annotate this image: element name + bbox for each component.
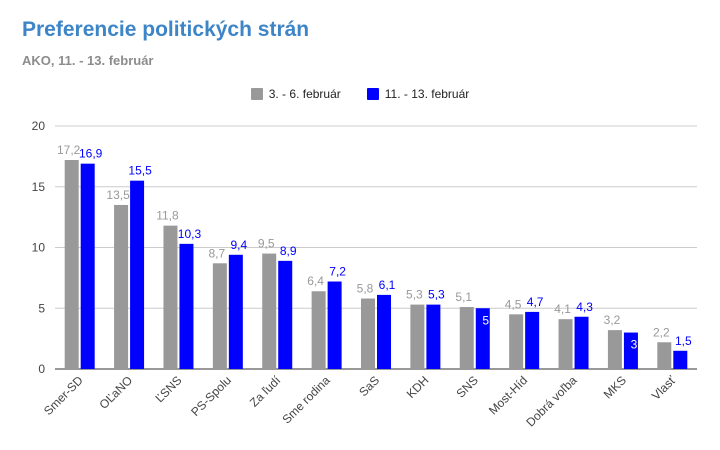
data-label-series-2: 16,9 bbox=[79, 147, 103, 161]
x-tick-label: Za ľudí bbox=[247, 373, 284, 410]
bar-1 bbox=[114, 204, 129, 369]
x-tick-label: PS-Spolu bbox=[188, 373, 234, 419]
bar-1 bbox=[459, 307, 474, 369]
data-label-series-1: 8,7 bbox=[209, 246, 226, 260]
x-tick-label: ĽSNS bbox=[153, 373, 185, 405]
data-label-series-2: 3 bbox=[631, 338, 638, 352]
data-label-series-2: 10,3 bbox=[178, 227, 202, 241]
bar-2 bbox=[525, 311, 540, 369]
bar-1 bbox=[311, 291, 326, 369]
data-label-series-1: 6,4 bbox=[307, 274, 324, 288]
y-tick-label: 5 bbox=[38, 301, 45, 315]
x-tick-label: SaS bbox=[356, 373, 382, 399]
bar-2 bbox=[228, 254, 243, 369]
data-label-series-2: 6,1 bbox=[379, 278, 396, 292]
legend-item-series-2: 11. - 13. február bbox=[366, 87, 470, 101]
data-label-series-1: 17,2 bbox=[57, 143, 81, 157]
x-tick-label: KDH bbox=[404, 373, 432, 401]
y-tick-label: 10 bbox=[32, 241, 46, 255]
data-label-series-2: 1,5 bbox=[675, 334, 692, 348]
bar-2 bbox=[179, 243, 194, 369]
bar-2 bbox=[623, 332, 638, 369]
data-label-series-2: 7,2 bbox=[329, 265, 346, 279]
bar-1 bbox=[607, 330, 622, 369]
data-label-series-1: 3,2 bbox=[604, 313, 621, 327]
bar-1 bbox=[558, 319, 573, 369]
bar-2 bbox=[327, 281, 342, 369]
x-tick-label: Vlasť bbox=[649, 373, 679, 403]
chart-legend: 3. - 6. február 11. - 13. február bbox=[0, 87, 720, 101]
chart-title: Preferencie politických strán bbox=[22, 18, 310, 41]
chart-subtitle: AKO, 11. - 13. február bbox=[22, 53, 154, 68]
y-tick-label: 20 bbox=[32, 119, 46, 133]
data-label-series-2: 15,5 bbox=[128, 164, 152, 178]
bar-2 bbox=[574, 316, 589, 369]
bar-2 bbox=[426, 304, 441, 369]
data-label-series-2: 4,7 bbox=[527, 295, 544, 309]
x-tick-label: Sme rodina bbox=[279, 373, 333, 427]
data-label-series-1: 11,8 bbox=[156, 209, 179, 223]
x-tick-label: Smer-SD bbox=[41, 373, 86, 418]
bar-2 bbox=[278, 260, 293, 369]
legend-swatch-series-2 bbox=[366, 88, 379, 100]
data-label-series-2: 9,4 bbox=[231, 238, 248, 252]
bar-1 bbox=[262, 253, 277, 369]
data-label-series-1: 5,3 bbox=[406, 288, 423, 302]
bar-1 bbox=[64, 160, 79, 369]
bar-2 bbox=[377, 294, 391, 369]
legend-label-series-1: 3. - 6. február bbox=[268, 87, 341, 101]
data-label-series-1: 5,1 bbox=[455, 290, 472, 304]
y-tick-label: 15 bbox=[32, 180, 46, 194]
bar-1 bbox=[657, 342, 672, 369]
data-label-series-2: 5,3 bbox=[428, 288, 445, 302]
y-tick-label: 0 bbox=[38, 362, 45, 376]
bar-1 bbox=[410, 304, 425, 369]
x-tick-label: MKS bbox=[601, 373, 629, 401]
bar-1 bbox=[212, 263, 227, 369]
data-label-series-2: 5 bbox=[482, 313, 489, 327]
bar-1 bbox=[361, 298, 375, 369]
data-label-series-1: 4,1 bbox=[554, 302, 571, 316]
data-label-series-2: 4,3 bbox=[576, 300, 593, 314]
legend-item-series-1: 3. - 6. február bbox=[250, 87, 341, 101]
legend-label-series-2: 11. - 13. február bbox=[384, 87, 470, 101]
legend-swatch-series-1 bbox=[250, 88, 263, 100]
bar-1 bbox=[509, 314, 524, 369]
bar-2 bbox=[475, 308, 490, 369]
bar-1 bbox=[163, 225, 178, 369]
data-label-series-1: 13,5 bbox=[106, 188, 130, 202]
x-tick-label: Most-Híd bbox=[486, 373, 530, 417]
bar-2 bbox=[130, 180, 145, 369]
x-tick-label: SNS bbox=[454, 373, 481, 400]
x-tick-label: OĽaNO bbox=[97, 373, 136, 412]
x-tick-label: Dobrá voľba bbox=[523, 373, 579, 429]
bar-2 bbox=[673, 350, 688, 369]
data-label-series-2: 8,9 bbox=[280, 244, 297, 258]
data-label-series-1: 4,5 bbox=[505, 297, 522, 311]
data-label-series-1: 2,2 bbox=[653, 325, 670, 339]
bar-2 bbox=[80, 163, 95, 369]
data-label-series-1: 9,5 bbox=[258, 237, 275, 251]
data-label-series-1: 5,8 bbox=[357, 282, 374, 296]
